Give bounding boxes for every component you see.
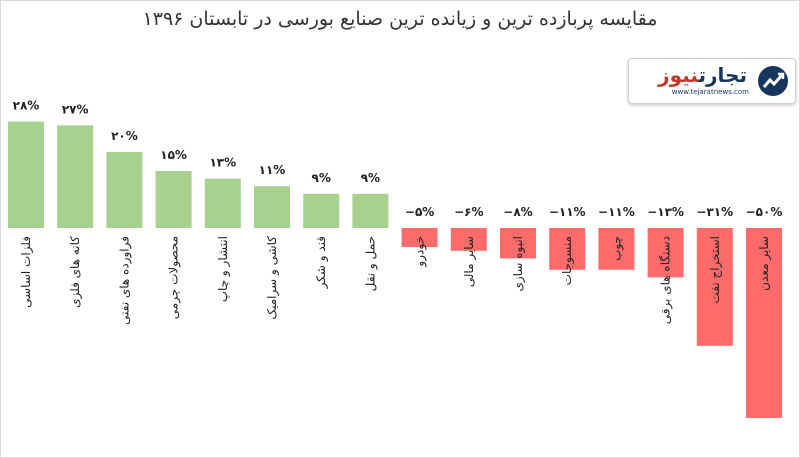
category-label-9: خودرو	[413, 236, 428, 268]
category-label-4: محصولات چرمی	[167, 236, 182, 319]
category-label-16: سایر معدن	[757, 236, 772, 291]
bar-11	[500, 228, 536, 259]
data-label-1: ۲۸%	[13, 99, 40, 113]
category-label-8: حمل و نقل	[363, 236, 378, 291]
bar-8	[352, 193, 389, 228]
data-label-3: ۲۰%	[111, 129, 138, 143]
data-label-12: −۱۱%	[549, 205, 586, 219]
data-label-15: −۳۱%	[696, 205, 733, 219]
category-label-13: چوب	[609, 236, 624, 261]
data-label-6: ۱۱%	[259, 163, 286, 177]
bar-4	[155, 171, 192, 228]
data-label-10: −۶%	[454, 205, 483, 219]
category-label-1: فلزات اساسی	[19, 236, 34, 308]
publisher-logo: تجارتنیوز www.tejaratnews.com	[628, 58, 796, 104]
data-label-14: −۱۳%	[647, 205, 684, 219]
bar-14	[647, 228, 684, 278]
data-label-8: ۹%	[361, 171, 380, 185]
bar-2	[57, 125, 94, 228]
category-label-15: استخراج نفت	[708, 236, 723, 303]
category-label-7: قند و شکر	[314, 236, 329, 289]
bar-13	[598, 228, 635, 270]
category-label-2: کانه های فلزی	[68, 236, 83, 308]
bar-16	[746, 228, 782, 418]
logo-url: www.tejaratnews.com	[671, 88, 749, 96]
bar-5	[204, 178, 241, 228]
bar-3	[106, 152, 143, 228]
data-label-11: −۸%	[503, 205, 532, 219]
data-label-5: ۱۳%	[209, 156, 236, 170]
data-label-4: ۱۵%	[160, 148, 187, 162]
bar-12	[549, 228, 586, 270]
data-label-13: −۱۱%	[598, 205, 635, 219]
data-label-16: −۵۰%	[746, 205, 783, 219]
bar-6	[254, 186, 290, 228]
chart-title: مقایسه پربازده ترین و زیانده ترین صنایع …	[142, 8, 658, 30]
category-label-5: انتشار و چاپ	[216, 236, 231, 302]
bar-9	[401, 228, 438, 247]
category-label-10: سایر مالی	[462, 236, 477, 287]
bar-1	[8, 121, 44, 228]
category-label-12: منسوجات	[560, 236, 575, 285]
bar-10	[450, 228, 487, 251]
data-label-7: ۹%	[312, 171, 331, 185]
logo-wordmark: تجارتنیوز	[658, 63, 747, 87]
category-label-6: کاشی و سرامیک	[265, 236, 280, 320]
data-label-9: −۵%	[405, 205, 434, 219]
tejaratnews-logo-icon	[758, 66, 788, 96]
data-label-2: ۲۷%	[62, 102, 89, 116]
category-label-3: فراورده های نفتی	[117, 236, 132, 325]
category-label-14: دستگاه های برقی	[659, 236, 674, 324]
category-label-11: انبوه سازی	[511, 236, 526, 292]
bar-7	[303, 193, 340, 228]
bar-15	[696, 228, 733, 346]
